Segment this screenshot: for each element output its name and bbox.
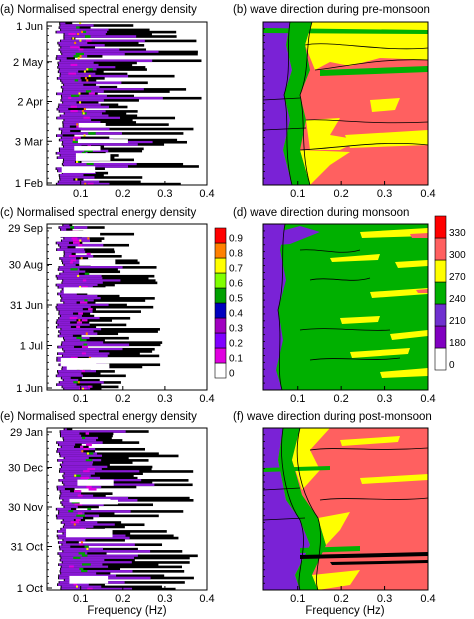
xtick-label: 0.1 [73,593,88,605]
colorbar-tick: 0.7 [229,264,243,275]
colorbar-swatch [434,215,447,239]
title-c: (c) Normalised spectral energy density [0,207,196,219]
colorbar-tick: 0.5 [229,294,243,305]
title-e: (e) Normalised spectral energy density [0,411,197,423]
xtick-label: 0.1 [73,393,88,405]
colorbar-swatch [214,362,227,379]
ytick-label: 2 May [13,57,43,69]
xtick-label: 0.3 [377,393,392,405]
xtick-label: 0.3 [157,593,172,605]
colorbar-swatch [434,303,447,327]
ytick-label: 30 Dec [8,463,43,475]
ytick-label: 30 Nov [8,502,43,514]
ytick-label: 1 Oct [17,583,43,595]
panel-a [55,22,202,185]
colorbar-swatch [214,332,227,349]
colorbar-tick: 330 [449,228,466,239]
colorbar-swatch [214,287,227,304]
ytick-label: 2 Apr [17,97,43,109]
xlabel-right: Frequency (Hz) [305,605,384,617]
colorbar-tick: 0.1 [229,354,243,365]
colorbar-tick: 0.4 [229,309,243,320]
colorbar-swatch [434,347,447,371]
xtick-label: 0.4 [199,393,214,405]
ytick-label: 1 Jun [16,21,43,33]
xtick-label: 0.4 [420,188,435,200]
colorbar-swatch [434,237,447,261]
ytick-label: 1 Jun [16,383,43,395]
xtick-label: 0.1 [73,188,88,200]
xtick-label: 0.3 [377,188,392,200]
xtick-label: 0.2 [115,188,130,200]
colorbar-swatch [214,227,227,244]
xtick-label: 0.4 [420,593,435,605]
xtick-label: 0.2 [115,593,130,605]
xtick-label: 0.2 [334,188,349,200]
colorbar-swatch [214,242,227,259]
energy-bands-a [55,22,202,185]
xtick-label: 0.1 [290,393,305,405]
colorbar-tick: 0.3 [229,324,243,335]
xtick-label: 0.2 [334,393,349,405]
colorbar-tick: 0.9 [229,234,243,245]
colorbar-swatch [214,272,227,289]
colorbar-tick: 270 [449,272,466,283]
panel-b [263,22,428,185]
colorbar-energy: 0.9 0.8 0.7 0.6 0.5 0.4 0.3 0.2 0.1 0 [214,227,243,380]
colorbar-tick: 180 [449,338,466,349]
title-a: (a) Normalised spectral energy density [0,4,197,16]
colorbar-swatch [214,257,227,274]
ytick-label: 29 Sep [8,223,43,235]
colorbar-tick: 0.2 [229,339,243,350]
energy-bands-e [55,428,198,590]
xtick-label: 0.2 [115,393,130,405]
title-b: (b) wave direction during pre-monsoon [233,4,430,16]
xtick-label: 0.1 [290,593,305,605]
xtick-label: 0.3 [157,188,172,200]
ytick-label: 30 Aug [9,260,43,272]
colorbar-swatch [214,347,227,364]
xlabel-left: Frequency (Hz) [87,605,166,617]
panel-f [263,428,428,590]
colorbar-tick: 240 [449,294,466,305]
colorbar-tick: 0 [449,360,455,371]
xtick-label: 0.3 [377,593,392,605]
xtick-label: 0.2 [334,593,349,605]
ytick-label: 3 Mar [15,136,43,148]
ytick-label: 31 Oct [11,542,43,554]
panel-e [55,428,198,590]
colorbar-swatch [214,302,227,319]
colorbar-tick: 300 [449,250,466,261]
colorbar-tick: 0.8 [229,249,243,260]
panel-c [55,224,163,390]
colorbar-tick: 0 [229,369,235,380]
xtick-label: 0.4 [199,188,214,200]
xtick-label: 0.4 [199,593,214,605]
colorbar-direction: 330 300 270 240 210 180 0 [434,215,466,371]
ytick-label: 1 Jul [20,341,43,353]
ytick-label: 1 Feb [15,178,43,190]
colorbar-tick: 0.6 [229,279,243,290]
xtick-label: 0.4 [420,393,435,405]
colorbar-tick: 210 [449,316,466,327]
energy-bands-c [55,224,163,390]
colorbar-swatch [434,281,447,305]
axis-ticks: 0.1 0.2 0.3 0.4 0.1 0.2 0.3 0.40.1 0.2 0.3 0.4 0.1 0… [8,21,436,605]
xtick-label: 0.3 [157,393,172,405]
ytick-label: 29 Jan [10,427,43,439]
ytick-label: 31 Jun [10,300,43,312]
colorbar-swatch [214,317,227,334]
title-d: (d) wave direction during monsoon [233,207,409,219]
title-f: (f) wave direction during post-monsoon [233,411,432,423]
panel-d [263,224,428,390]
colorbar-swatch [434,325,447,349]
xtick-label: 0.1 [290,188,305,200]
colorbar-swatch [434,259,447,283]
